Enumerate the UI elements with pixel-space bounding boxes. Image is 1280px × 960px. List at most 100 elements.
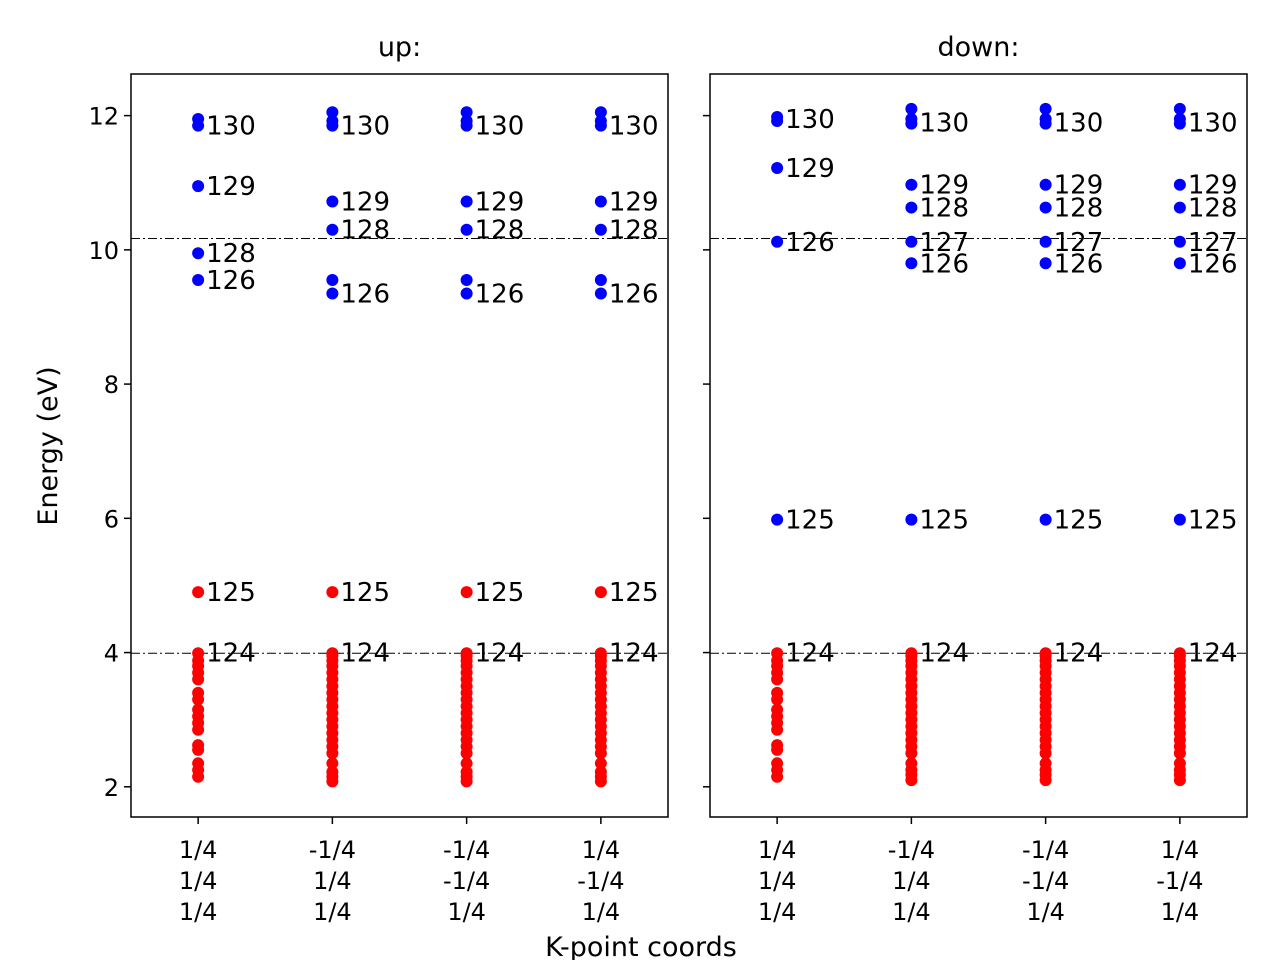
x-tick-label: 1/4 [313,867,352,895]
y-tick-label: 2 [104,774,119,802]
unoccupied-state-point [905,257,918,270]
unoccupied-state-point [326,274,339,287]
occupied-state-point [771,686,784,699]
x-tick-label: 1/4 [892,898,931,926]
occupied-state-point [771,647,784,660]
band-index-label: 126 [340,279,390,309]
occupied-state-point [905,757,918,770]
occupied-state-point [905,647,918,660]
unoccupied-state-point [192,274,205,287]
x-tick-label: -1/4 [309,836,356,864]
band-index-label: 130 [475,112,525,142]
x-tick-label: 1/4 [179,867,218,895]
unoccupied-state-point [1039,513,1052,526]
band-index-label: 124 [340,639,390,669]
x-tick-label: 1/4 [1026,898,1065,926]
x-tick-label: -1/4 [1156,867,1203,895]
occupied-state-point [192,647,205,660]
unoccupied-state-point [594,287,607,300]
axes-frame [130,73,669,818]
band-index-label: 126 [785,228,835,258]
x-tick-label: 1/4 [179,836,218,864]
y-tick-label: 12 [88,103,119,131]
band-index-label: 127 [1054,228,1104,258]
axes-frame [709,73,1248,818]
occupied-state-point [594,757,607,770]
occupied-state-point [460,647,473,660]
band-index-label: 129 [1054,171,1104,201]
band-index-label: 124 [785,639,835,669]
band-index-label: 130 [919,108,969,138]
x-tick-label: 1/4 [1161,836,1200,864]
panels: up: 2 4 6 8 10 12 1/4 1/4 1/4 -1/4 1/4 1/4 -1/4 -1/4 1/… [88,32,1248,926]
occupied-state-point [1039,757,1052,770]
panel-up: up: 2 4 6 8 10 12 1/4 1/4 1/4 -1/4 1/4 1/4 -1/4 -1/4 1/… [88,32,669,926]
unoccupied-state-point [905,112,918,125]
occupied-state-point [460,757,473,770]
band-index-label: 125 [340,578,390,608]
unoccupied-state-point [1039,235,1052,248]
y-tick-label: 4 [104,640,119,668]
band-index-label: 124 [919,639,969,669]
band-index-label: 130 [785,105,835,135]
band-index-label: 130 [1188,108,1238,138]
band-index-label: 128 [475,216,525,246]
occupied-state-point [192,703,205,716]
x-axis-label: K-point coords [545,932,737,960]
x-tick-label: -1/4 [577,867,624,895]
band-index-label: 124 [206,639,256,669]
x-tick-label: 1/4 [1161,898,1200,926]
band-index-label: 127 [919,228,969,258]
band-index-label: 128 [340,216,390,246]
unoccupied-state-point [905,513,918,526]
x-tick-label: 1/4 [447,898,486,926]
x-tick-label: 1/4 [582,898,621,926]
y-axis-label: Energy (eV) [33,366,64,525]
band-index-label: 125 [1054,506,1104,536]
panel-title: up: [378,32,421,63]
band-index-label: 125 [919,506,969,536]
occupied-state-point [1173,757,1186,770]
occupied-state-point [771,757,784,770]
unoccupied-state-point [594,274,607,287]
band-index-label: 125 [475,578,525,608]
unoccupied-state-point [326,114,339,127]
occupied-state-point [771,703,784,716]
band-index-label: 130 [206,112,256,142]
unoccupied-state-point [1039,112,1052,125]
unoccupied-state-point [594,195,607,208]
unoccupied-state-point [905,235,918,248]
band-index-label: 125 [609,578,659,608]
band-index-label: 129 [340,188,390,218]
x-tick-label: 1/4 [758,836,797,864]
unoccupied-state-point [192,247,205,260]
unoccupied-state-point [1039,201,1052,214]
unoccupied-state-point [460,223,473,236]
occupied-state-point [326,766,339,779]
x-tick-label: -1/4 [443,836,490,864]
unoccupied-state-point [1173,257,1186,270]
occupied-state-point [326,586,339,599]
unoccupied-state-point [594,114,607,127]
unoccupied-state-point [1173,201,1186,214]
x-tick-label: -1/4 [1022,867,1069,895]
unoccupied-state-point [460,287,473,300]
unoccupied-state-point [905,102,918,115]
occupied-state-point [192,686,205,699]
band-index-label: 127 [1188,228,1238,258]
x-tick-label: -1/4 [888,836,935,864]
occupied-state-point [192,586,205,599]
band-index-label: 128 [1054,194,1104,224]
unoccupied-state-point [594,223,607,236]
band-index-label: 130 [340,112,390,142]
band-index-label: 124 [609,639,659,669]
unoccupied-state-point [192,112,205,125]
unoccupied-state-point [905,178,918,191]
occupied-state-point [594,766,607,779]
unoccupied-state-point [326,287,339,300]
band-index-label: 126 [1054,249,1104,279]
band-index-label: 126 [206,266,256,296]
x-tick-label: -1/4 [1022,836,1069,864]
unoccupied-state-point [460,106,473,119]
